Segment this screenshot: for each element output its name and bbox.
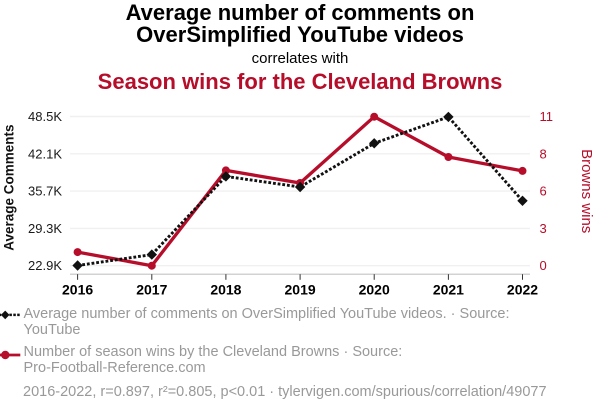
svg-text:6: 6: [540, 184, 547, 199]
svg-text:8: 8: [540, 146, 547, 161]
svg-text:2017: 2017: [136, 282, 167, 298]
svg-text:3: 3: [540, 221, 547, 236]
svg-text:2019: 2019: [285, 282, 316, 298]
svg-text:2018: 2018: [210, 282, 241, 298]
svg-text:Browns wins: Browns wins: [578, 149, 595, 233]
svg-text:11: 11: [540, 109, 554, 124]
svg-text:Average Comments: Average Comments: [2, 124, 17, 250]
svg-text:0: 0: [540, 258, 547, 273]
svg-text:2020: 2020: [359, 282, 390, 298]
svg-text:2021: 2021: [433, 282, 464, 298]
svg-text:2022: 2022: [507, 282, 538, 298]
svg-text:2016: 2016: [62, 282, 93, 298]
svg-text:22.9K: 22.9K: [28, 258, 62, 273]
svg-text:48.5K: 48.5K: [28, 109, 62, 124]
svg-text:35.7K: 35.7K: [28, 184, 62, 199]
svg-text:29.3K: 29.3K: [28, 221, 62, 236]
svg-text:42.1K: 42.1K: [28, 146, 62, 161]
